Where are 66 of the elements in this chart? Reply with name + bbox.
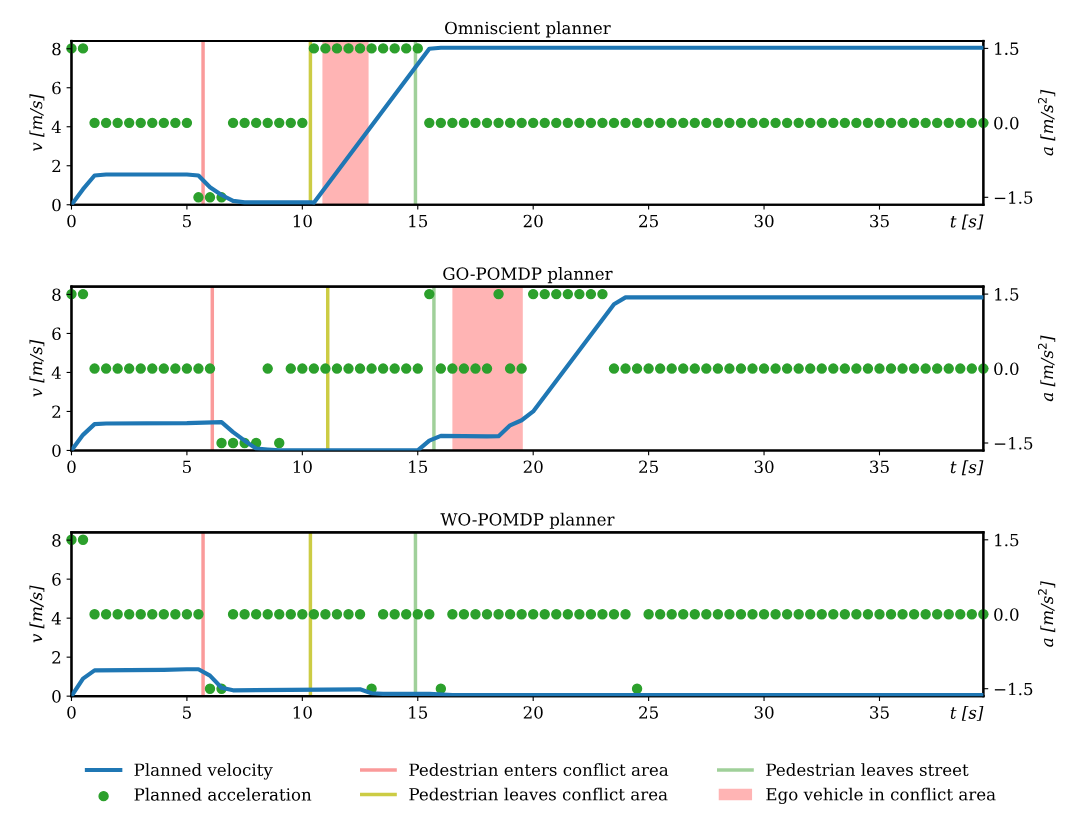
x-tick-label: 15 — [409, 460, 428, 474]
y-tick-label: 0 — [52, 690, 61, 703]
y-axis-title: v [m/s] — [29, 339, 45, 397]
x-tick-label: 15 — [409, 214, 428, 228]
x-axis-title: t [s] — [950, 214, 984, 230]
y-tick-label: 2 — [52, 651, 61, 664]
legend-label: Ego vehicle in conflict area — [766, 787, 996, 804]
y2-tick-label: 1.5 — [995, 42, 1019, 55]
chart-title: GO-POMDP planner — [443, 267, 613, 284]
y-tick-label: 6 — [52, 573, 61, 586]
y-tick-label: 6 — [52, 81, 61, 95]
x-tick-label: 35 — [870, 460, 889, 474]
x-axis-title: t [s] — [950, 460, 984, 476]
y-tick-label: 8 — [52, 534, 61, 547]
legend-label: Pedestrian leaves conflict area — [409, 787, 668, 801]
y-tick-label: 4 — [51, 366, 61, 379]
x-tick-label: 10 — [293, 706, 312, 719]
y2-tick-label: 1.5 — [995, 288, 1019, 301]
x-tick-label: 5 — [183, 214, 191, 228]
y2-tick-label: −1.5 — [994, 191, 1033, 204]
x-tick-label: 20 — [523, 706, 543, 719]
x-tick-label: 5 — [183, 706, 191, 719]
x-tick-label: 5 — [183, 460, 191, 474]
y2-tick-label: −1.5 — [994, 682, 1033, 696]
x-axis-title: t [s] — [950, 705, 984, 721]
x-tick-label: 10 — [293, 214, 312, 228]
x-tick-label: 0 — [67, 706, 76, 719]
y-tick-label: 6 — [52, 327, 61, 341]
y2-tick-label: 1.5 — [995, 533, 1019, 547]
x-tick-label: 25 — [639, 214, 658, 228]
x-tick-label: 35 — [870, 706, 889, 719]
x-tick-label: 35 — [870, 214, 889, 228]
y-tick-label: 4 — [51, 612, 61, 625]
y2-axis-title: a [m/s$^{2}$] — [1037, 335, 1056, 402]
y-tick-label: 8 — [52, 42, 61, 56]
x-tick-label: 0 — [67, 214, 76, 228]
chart-title: Omniscient planner — [445, 21, 611, 38]
legend-label: Planned velocity — [134, 763, 273, 780]
y-axis-title: v [m/s] — [29, 585, 45, 643]
x-tick-label: 15 — [409, 706, 428, 719]
y-tick-label: 4 — [51, 120, 61, 134]
x-tick-label: 20 — [523, 460, 543, 474]
x-tick-label: 30 — [754, 706, 774, 719]
x-tick-label: 20 — [523, 214, 543, 228]
y-tick-label: 2 — [52, 405, 61, 418]
x-tick-label: 25 — [639, 706, 658, 719]
x-tick-label: 0 — [67, 460, 76, 474]
y2-tick-label: −1.5 — [994, 436, 1033, 450]
x-tick-label: 30 — [754, 460, 774, 474]
y-tick-label: 2 — [52, 159, 61, 173]
x-tick-label: 30 — [754, 214, 774, 228]
x-tick-label: 10 — [293, 460, 312, 474]
y-tick-label: 0 — [52, 198, 61, 212]
y-axis-title: v [m/s] — [29, 93, 45, 152]
chart-title: WO-POMDP planner — [440, 512, 615, 529]
y2-axis-title: a [m/s$^{2}$] — [1037, 581, 1056, 647]
x-tick-label: 25 — [639, 460, 658, 474]
y2-axis-title: a [m/s$^{2}$] — [1037, 89, 1056, 156]
y2-tick-label: 0.0 — [994, 362, 1019, 376]
legend-label: Pedestrian enters conflict area — [409, 763, 669, 777]
y-tick-label: 0 — [52, 444, 61, 458]
legend-label: Pedestrian leaves street — [766, 763, 969, 777]
y2-tick-label: 0.0 — [994, 608, 1019, 621]
y-tick-label: 8 — [52, 288, 61, 302]
y2-tick-label: 0.0 — [994, 116, 1019, 130]
legend-label: Planned acceleration — [134, 787, 312, 801]
